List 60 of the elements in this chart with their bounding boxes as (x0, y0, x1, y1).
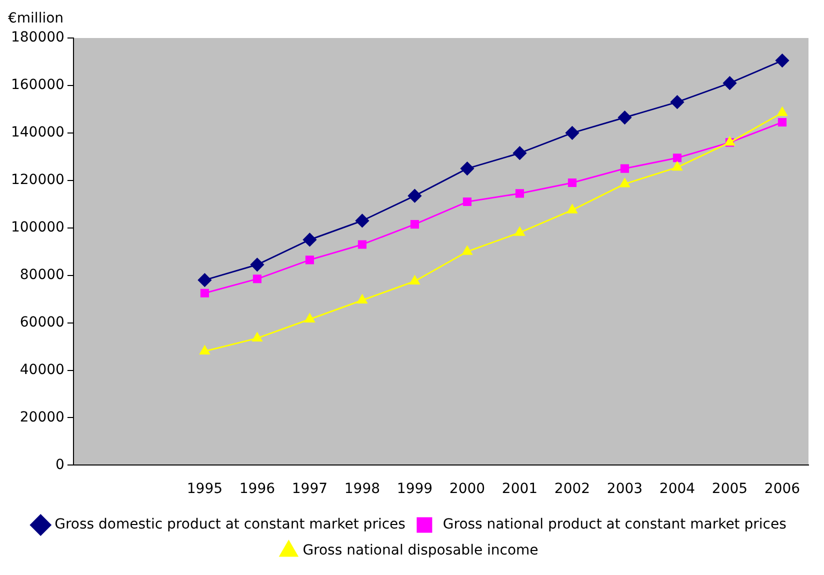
point (515, 189, 524, 198)
point (200, 288, 209, 298)
point (620, 164, 630, 173)
point (670, 95, 684, 109)
y-tick-label: 40000 (20, 362, 64, 378)
x-tick-label: 2001 (502, 481, 538, 498)
x-tick-label: 1999 (396, 481, 433, 498)
point (778, 118, 787, 127)
point (302, 232, 316, 246)
point (357, 294, 368, 304)
point (512, 146, 526, 160)
point (200, 346, 210, 355)
x-tick-label: 2000 (449, 481, 486, 498)
x-tick-label: 2006 (764, 481, 800, 498)
point (568, 178, 577, 188)
x-tick-label: 1998 (344, 481, 380, 498)
x-tick-label: 2005 (712, 481, 748, 498)
point (305, 256, 314, 264)
point (722, 76, 736, 90)
point (460, 162, 474, 176)
point (252, 332, 262, 342)
legend-label: Gross national product at constant market prices (438, 516, 786, 533)
x-tick-label: 2004 (659, 481, 696, 498)
point (777, 107, 788, 116)
point (355, 214, 369, 228)
legend-label: Gross domestic product at constant market prices (54, 516, 406, 533)
point (410, 276, 420, 285)
y-tick-label: 100000 (10, 220, 64, 236)
point (304, 313, 315, 322)
point (410, 220, 420, 229)
point (198, 273, 212, 287)
point (250, 258, 264, 272)
x-tick-label: 2002 (554, 481, 590, 498)
y-tick-label: 180000 (10, 30, 64, 46)
point (672, 154, 682, 162)
point (620, 178, 630, 188)
y-tick-label: 120000 (10, 172, 64, 188)
x-tick-label: 1995 (186, 481, 223, 498)
legend-label: Gross national disposable income (302, 542, 538, 559)
y-tick-label: 140000 (10, 124, 64, 141)
y-axis-title: €million (8, 10, 64, 27)
x-tick-label: 2003 (606, 481, 643, 498)
point (776, 54, 789, 68)
x-tick-label: 1997 (292, 481, 328, 498)
point (408, 189, 422, 203)
x-tick-label: 1996 (239, 481, 276, 498)
y-tick-label: 80000 (20, 266, 64, 283)
point (672, 162, 682, 171)
point (514, 226, 525, 236)
y-tick-label: 60000 (20, 314, 64, 330)
point (462, 246, 472, 255)
point (618, 110, 632, 124)
point (252, 274, 262, 284)
y-tick-label: 160000 (10, 77, 64, 94)
point (358, 240, 366, 249)
point (462, 197, 472, 206)
point (565, 126, 579, 140)
point (567, 204, 578, 214)
y-tick-label: 0 (56, 456, 64, 473)
y-tick-label: 20000 (20, 409, 64, 426)
